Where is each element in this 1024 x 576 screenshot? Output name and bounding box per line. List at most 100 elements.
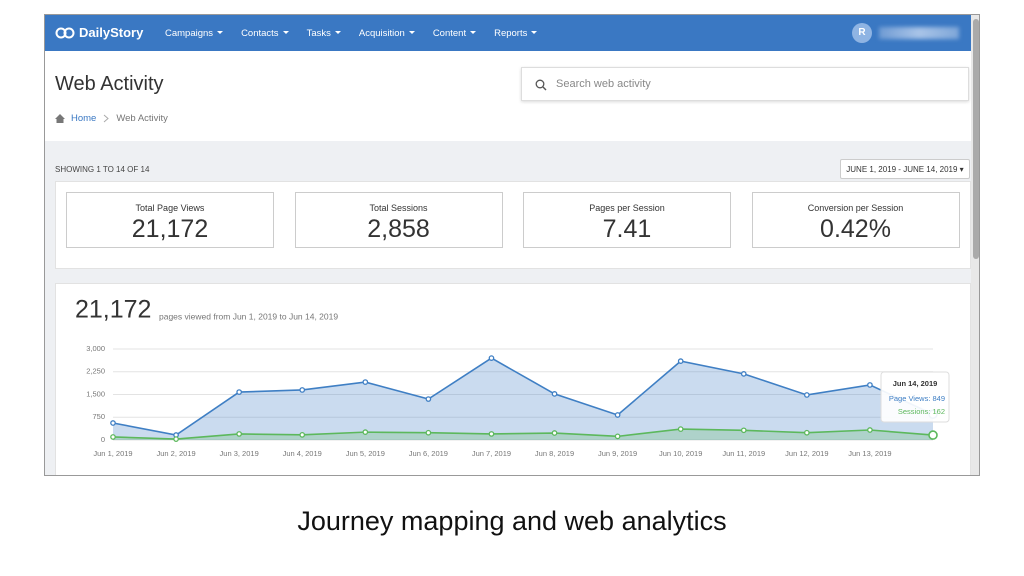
stat-value: 0.42%: [820, 215, 891, 243]
search-placeholder: Search web activity: [556, 78, 651, 90]
point: [236, 389, 243, 395]
x-tick-label: Jun 9, 2019: [598, 449, 637, 458]
search-box[interactable]: Search web activity: [521, 67, 969, 101]
point: [614, 433, 621, 440]
point: [551, 391, 558, 397]
chart-headline: 21,172: [75, 296, 151, 324]
menu-item[interactable]: Contacts: [241, 28, 289, 39]
point: [740, 427, 747, 434]
stat-label: Total Page Views: [135, 203, 205, 213]
breadcrumb: Home Web Activity: [55, 113, 168, 124]
x-tick-label: Jun 3, 2019: [220, 449, 259, 458]
chart-subtitle: pages viewed from Jun 1, 2019 to Jun 14,…: [159, 311, 338, 321]
area-fill: [113, 358, 933, 440]
x-tick-label: Jun 8, 2019: [535, 449, 574, 458]
point: [362, 429, 369, 435]
date-range: JUNE 1, 2019 - JUNE 14, 2019: [846, 165, 958, 174]
scrollbar[interactable]: [971, 15, 979, 475]
avatar[interactable]: R: [852, 23, 872, 43]
point: [803, 429, 810, 436]
line: [112, 357, 934, 436]
stat-card: Pages per Session 7.41: [523, 192, 731, 248]
page-title: Web Activity: [55, 73, 164, 95]
point: [110, 434, 116, 440]
menu-item[interactable]: Acquisition: [359, 28, 415, 39]
stat-card: Conversion per Session 0.42%: [751, 192, 960, 248]
x-tick-label: Jun 1, 2019: [93, 449, 132, 458]
point: [677, 426, 684, 432]
x-tick-label: Jun 4, 2019: [283, 449, 322, 458]
line: [112, 428, 934, 440]
x-tick-label: Jun 10, 2019: [659, 449, 702, 458]
stat-label: Conversion per Session: [807, 203, 904, 213]
point: [740, 371, 747, 377]
tooltip-box: [880, 371, 950, 423]
breadcrumb-link[interactable]: Home: [71, 113, 97, 124]
menu-item[interactable]: Tasks: [307, 28, 341, 39]
point: [614, 412, 621, 418]
logo-icon: [55, 27, 75, 38]
point: [362, 379, 369, 385]
page-header: Web Activity Search web activity Home We…: [45, 51, 971, 141]
x-tick-label: Jun 5, 2019: [346, 449, 385, 458]
point: [488, 355, 495, 361]
search-icon: [535, 79, 547, 91]
x-tick-label: Jun 13, 2019: [848, 449, 891, 458]
area-fill: [113, 429, 933, 440]
home-icon: [55, 114, 65, 123]
navbar: DailyStory Campaigns Contacts Tasks Acquisi…: [45, 15, 971, 51]
point: [425, 429, 432, 436]
stat-label: Total Sessions: [369, 203, 428, 213]
stat-card: Total Sessions 2,858: [294, 192, 503, 248]
point: [803, 392, 810, 398]
point: [425, 396, 432, 402]
point: [551, 430, 558, 436]
y-tick-label: 2,250: [86, 367, 105, 376]
breadcrumb-separator: [104, 114, 110, 123]
y-tick-label: 3,000: [86, 344, 105, 353]
point: [928, 430, 938, 440]
menu-item[interactable]: Campaigns: [165, 28, 223, 39]
x-tick-label: Jun 7, 2019: [472, 449, 511, 458]
point: [236, 431, 243, 437]
logo-text: DailyStory: [79, 25, 144, 40]
breadcrumb-current: Web Activity: [116, 113, 168, 124]
point: [867, 427, 873, 433]
screenshot: DailyStory Campaigns Contacts Tasks Acquisi…: [44, 14, 980, 476]
stat-label: Pages per Session: [589, 203, 665, 213]
chart-panel: [55, 283, 971, 475]
stats-panel: Total Page Views 21,172 Total Sessions 2,85…: [55, 181, 971, 269]
stat-value: 21,172: [131, 215, 209, 243]
tooltip-line: Sessions: 162: [898, 407, 945, 416]
x-tick-label: Jun 6, 2019: [409, 449, 448, 458]
y-tick-label: 750: [92, 412, 105, 421]
y-tick-label: 1,500: [86, 389, 105, 398]
point: [110, 420, 116, 426]
menu: Campaigns Contacts Tasks Acquisition Content…: [165, 28, 537, 39]
point: [173, 436, 179, 442]
point: [488, 431, 495, 437]
menu-item[interactable]: Reports: [494, 28, 537, 39]
x-tick-label: Jun 11, 2019: [722, 449, 765, 458]
caption: Journey mapping and web analytics: [297, 506, 727, 536]
chart: 21,172 pages viewed from Jun 1, 2019 to J…: [75, 296, 950, 458]
x-tick-label: Jun 12, 2019: [785, 449, 828, 458]
stat-value: 2,858: [367, 215, 430, 243]
scrollbar-thumb[interactable]: [973, 19, 979, 259]
point: [299, 431, 306, 438]
logo[interactable]: DailyStory: [55, 25, 143, 40]
tooltip-line: Page Views: 849: [889, 394, 945, 403]
stat-card: Total Page Views 21,172: [66, 192, 274, 248]
point: [867, 382, 873, 388]
menu-item[interactable]: Content: [433, 28, 476, 39]
point: [677, 358, 684, 364]
date-range-button[interactable]: JUNE 1, 2019 - JUNE 14, 2019 ▾: [840, 159, 970, 179]
stat-value: 7.41: [602, 215, 652, 243]
showing-count: SHOWING 1 TO 14 OF 14: [55, 165, 150, 174]
tooltip-title: Jun 14, 2019: [893, 379, 938, 388]
user-name-blurred: [879, 27, 959, 39]
point: [299, 387, 306, 393]
y-tick-label: 0: [101, 435, 105, 444]
x-tick-label: Jun 2, 2019: [156, 449, 195, 458]
